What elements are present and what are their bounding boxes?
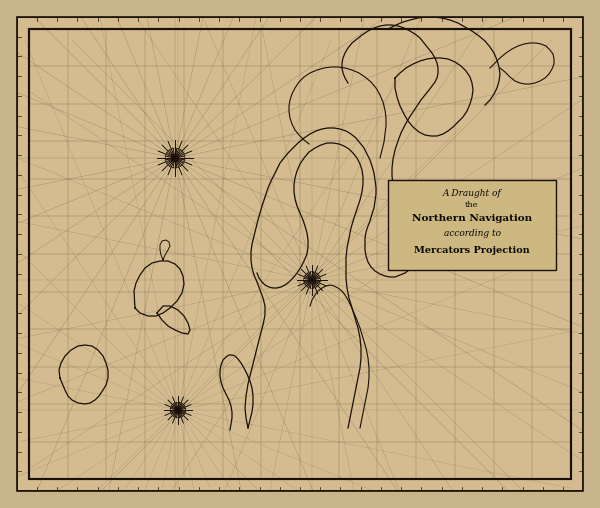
Text: Mercators Projection: Mercators Projection bbox=[414, 246, 530, 255]
Bar bbox=[0, 0, 17, 508]
Bar bbox=[583, 0, 600, 508]
Text: according to: according to bbox=[443, 230, 500, 238]
Bar bbox=[0, 0, 600, 17]
Bar bbox=[388, 180, 556, 270]
Bar bbox=[29, 29, 571, 479]
Text: the: the bbox=[465, 201, 479, 209]
Bar bbox=[29, 29, 571, 479]
Bar bbox=[0, 491, 600, 508]
Text: A Draught of: A Draught of bbox=[443, 189, 502, 198]
Text: Northern Navigation: Northern Navigation bbox=[412, 214, 532, 223]
